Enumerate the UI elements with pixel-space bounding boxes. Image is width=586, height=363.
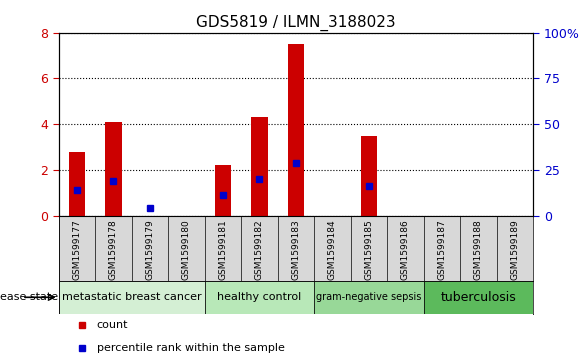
Text: GSM1599189: GSM1599189	[510, 219, 520, 280]
Text: GSM1599184: GSM1599184	[328, 219, 337, 280]
Bar	[105, 122, 121, 216]
Text: healthy control: healthy control	[217, 292, 302, 302]
Bar	[214, 165, 231, 216]
Text: GSM1599182: GSM1599182	[255, 219, 264, 280]
Bar	[205, 281, 314, 314]
Bar	[361, 136, 377, 216]
Text: GSM1599181: GSM1599181	[219, 219, 227, 280]
Text: GSM1599185: GSM1599185	[364, 219, 373, 280]
Bar	[251, 117, 268, 216]
Text: GSM1599177: GSM1599177	[72, 219, 81, 280]
Text: count: count	[97, 320, 128, 330]
Bar	[314, 281, 424, 314]
Text: GSM1599180: GSM1599180	[182, 219, 191, 280]
Text: percentile rank within the sample: percentile rank within the sample	[97, 343, 284, 353]
Text: disease state: disease state	[0, 292, 59, 302]
Bar	[424, 281, 533, 314]
Text: metastatic breast cancer: metastatic breast cancer	[62, 292, 202, 302]
Bar	[288, 44, 304, 216]
Bar	[69, 152, 85, 216]
Text: tuberculosis: tuberculosis	[441, 291, 516, 304]
Text: GSM1599179: GSM1599179	[145, 219, 154, 280]
Bar	[59, 281, 205, 314]
Text: gram-negative sepsis: gram-negative sepsis	[316, 292, 422, 302]
Text: GSM1599183: GSM1599183	[291, 219, 301, 280]
Text: GSM1599188: GSM1599188	[474, 219, 483, 280]
Text: GSM1599178: GSM1599178	[109, 219, 118, 280]
Text: GSM1599186: GSM1599186	[401, 219, 410, 280]
Title: GDS5819 / ILMN_3188023: GDS5819 / ILMN_3188023	[196, 15, 396, 31]
Text: GSM1599187: GSM1599187	[438, 219, 447, 280]
